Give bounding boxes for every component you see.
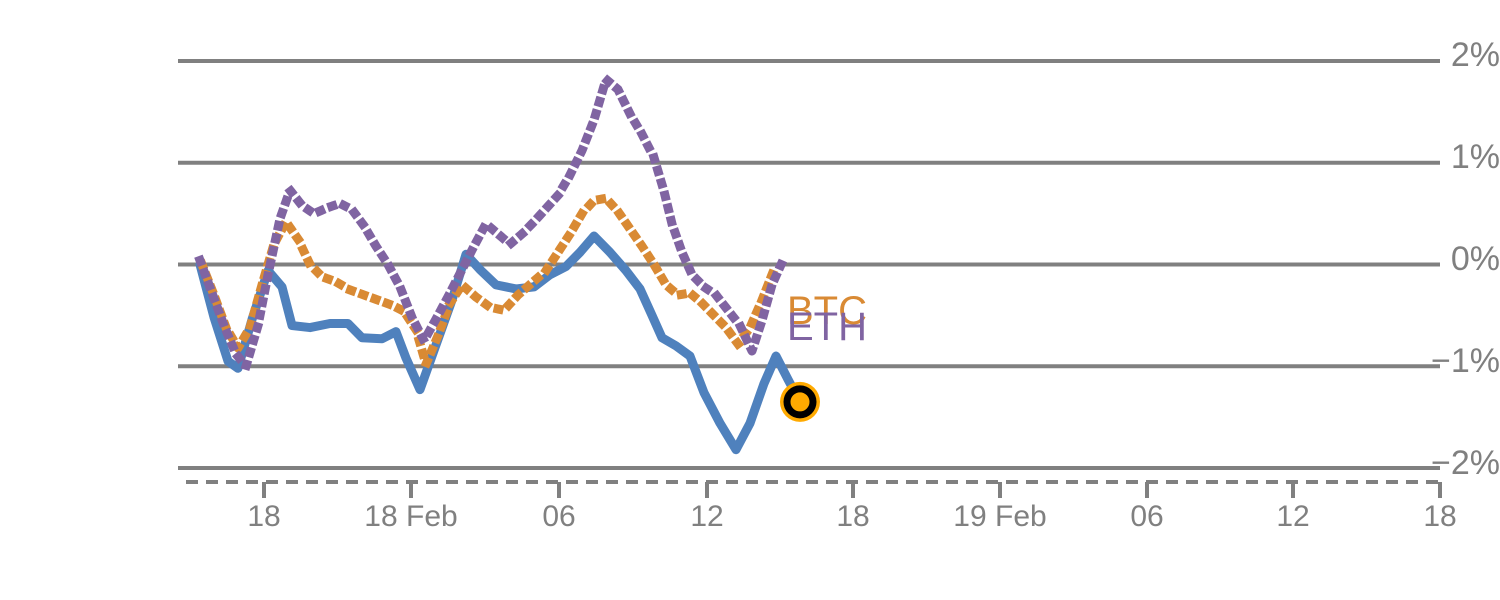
- marker-center-dot: [791, 392, 809, 411]
- x-axis-tick-label: 06: [1130, 500, 1164, 533]
- series-line: [195, 231, 805, 455]
- x-axis-tick-label: 18 Feb: [364, 500, 458, 533]
- x-axis-tick-label: 18: [1423, 500, 1457, 533]
- series-lines: [194, 74, 805, 455]
- y-axis-tick-label: 1%: [1450, 138, 1500, 176]
- series-label-btc: BTC: [787, 289, 867, 333]
- x-axis-tick-label: 18: [836, 500, 870, 533]
- y-axis-tick-label: 2%: [1450, 36, 1500, 74]
- x-axis-tick-label: 19 Feb: [953, 500, 1047, 533]
- x-axis-tick-label: 06: [542, 500, 576, 533]
- x-axis-tick-label: 12: [690, 500, 724, 533]
- y-axis-tick-label: −2%: [1431, 444, 1500, 482]
- series-line: [196, 193, 780, 369]
- end-marker: [780, 381, 820, 422]
- x-axis-ticks: [262, 482, 1442, 498]
- series-label-eth: ETH: [787, 305, 867, 349]
- y-axis-tick-label: −1%: [1431, 342, 1500, 380]
- marker-black-ring: [783, 385, 817, 419]
- series-line: [194, 74, 788, 371]
- x-axis-tick-label: 18: [247, 500, 281, 533]
- x-axis-tick-label: 12: [1276, 500, 1310, 533]
- y-axis-tick-label: 0%: [1450, 240, 1500, 278]
